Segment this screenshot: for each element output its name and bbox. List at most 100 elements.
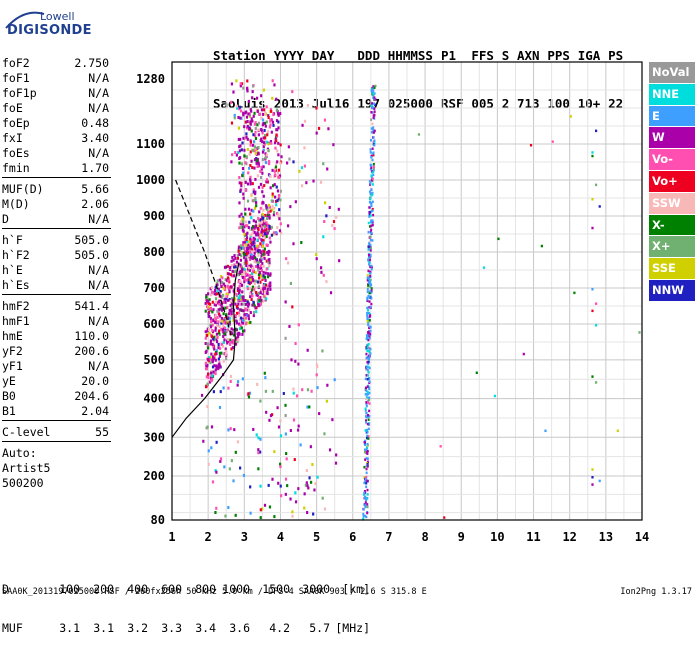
x-tick-label-8: 8 (421, 530, 428, 544)
echo-point-857 (210, 319, 213, 323)
echo-point-682 (220, 351, 223, 355)
echo-point-328 (210, 371, 213, 375)
param-value: N/A (88, 359, 109, 373)
echo-point-1213 (277, 168, 280, 172)
echo-point-1737 (367, 294, 370, 298)
echo-point-874 (252, 240, 255, 244)
echo-point-400 (257, 217, 260, 221)
echo-point-1345 (259, 516, 262, 520)
echo-point-760 (264, 279, 267, 283)
echo-point-21 (219, 280, 222, 284)
echo-point-1423 (222, 386, 225, 390)
echo-point-1683 (373, 92, 376, 95)
station-header: Station YYYY DAY DDD HHMMSS P1 FFS S AXN PPS IGA PS… (213, 16, 631, 128)
echo-point-887 (268, 284, 271, 288)
echo-point-1723 (372, 128, 375, 132)
echo-point-1791 (365, 404, 368, 408)
echo-point-1887 (328, 205, 331, 209)
echo-point-1638 (364, 407, 367, 410)
echo-point-1928 (337, 207, 340, 211)
echo-point-1225 (243, 154, 246, 158)
echo-point-1651 (362, 517, 365, 521)
echo-point-424 (243, 302, 246, 306)
echo-point-418 (262, 264, 265, 268)
echo-point-604 (228, 308, 231, 312)
echo-point-1876 (288, 157, 291, 161)
echo-point-1147 (266, 231, 269, 235)
echo-point-1962 (638, 331, 641, 334)
echo-point-1966 (544, 429, 547, 433)
echo-point-1240 (257, 128, 260, 132)
echo-point-990 (253, 206, 257, 210)
echo-point-1290 (248, 112, 251, 116)
echo-point-352 (227, 286, 230, 290)
echo-point-1824 (367, 230, 370, 234)
echo-point-970 (252, 143, 255, 147)
param-g3-1: h`F2 505.0 (2, 248, 109, 262)
echo-point-547 (257, 273, 261, 277)
echo-point-1208 (252, 114, 255, 118)
echo-point-1861 (284, 300, 287, 304)
echo-point-1293 (249, 122, 252, 126)
echo-point-1792 (367, 413, 370, 417)
param-g4-1: hmF1 N/A (2, 314, 109, 328)
echo-point-957 (248, 227, 252, 231)
echo-point-1111 (245, 115, 249, 119)
echo-point-238 (251, 248, 254, 252)
echo-point-1150 (259, 170, 262, 174)
echo-point-585 (211, 329, 214, 333)
echo-point-11 (226, 341, 229, 345)
muf-row: MUF 3.1 3.1 3.2 3.3 3.4 3.6 4.2 5.7 [MHz] (2, 622, 370, 635)
echo-point-1323 (308, 476, 311, 480)
echo-point-1146 (259, 175, 263, 179)
echo-point-493 (246, 248, 249, 252)
echo-point-602 (235, 269, 238, 273)
echo-point-1613 (365, 415, 368, 419)
header-value-6: 005 (471, 96, 494, 111)
echo-point-488 (256, 238, 259, 242)
echo-point-801 (227, 272, 231, 276)
echo-point-1271 (242, 136, 245, 140)
echo-point-1075 (253, 158, 257, 162)
x-tick-label-5: 5 (313, 530, 320, 544)
echo-point-1751 (370, 155, 373, 159)
echo-point-907 (273, 141, 277, 145)
echo-point-1592 (370, 118, 373, 121)
echo-point-491 (261, 212, 264, 216)
echo-point-384 (213, 289, 217, 293)
echo-point-1361 (227, 506, 230, 510)
echo-point-501 (235, 328, 238, 332)
echo-point-665 (214, 372, 217, 376)
echo-point-960 (238, 226, 241, 230)
echo-point-1153 (238, 145, 241, 149)
echo-point-1858 (306, 103, 310, 107)
echo-point-1771 (371, 152, 374, 155)
echo-point-1405 (267, 483, 270, 487)
echo-point-507 (250, 298, 253, 302)
echo-point-881 (236, 256, 239, 260)
echo-point-1267 (273, 83, 276, 87)
echo-point-1302 (277, 126, 280, 130)
param-g2-0: MUF(D) 5.66 (2, 182, 109, 196)
echo-point-242 (260, 267, 263, 271)
echo-point-810 (254, 258, 258, 262)
echo-point-1202 (261, 140, 264, 144)
echo-point-543 (264, 252, 267, 256)
echo-point-1615 (369, 285, 372, 288)
echo-point-526 (243, 313, 246, 317)
echo-point-659 (214, 358, 217, 362)
echo-point-464 (217, 357, 220, 361)
echo-point-1284 (250, 159, 253, 163)
echo-point-1303 (247, 112, 250, 116)
echo-point-867 (232, 341, 235, 345)
echo-point-1371 (215, 470, 218, 474)
echo-point-1926 (325, 280, 328, 284)
muf-value-4: 3.4 (195, 621, 216, 635)
param-g3-3: h`Es N/A (2, 278, 109, 292)
echo-point-1141 (256, 123, 259, 127)
echo-point-598 (253, 251, 256, 255)
echo-point-1911 (322, 235, 325, 239)
digisonde-logo: Lowell DIGISONDE (4, 6, 94, 46)
echo-point-882 (214, 328, 217, 332)
